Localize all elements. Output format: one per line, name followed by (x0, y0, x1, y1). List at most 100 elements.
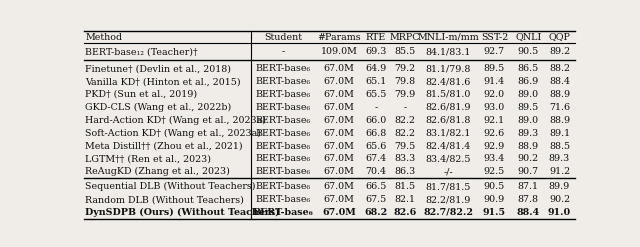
Text: LGTM†† (Ren et al., 2023): LGTM†† (Ren et al., 2023) (86, 154, 211, 164)
Text: 89.0: 89.0 (518, 90, 539, 99)
Text: MRPC: MRPC (390, 33, 420, 41)
Text: 82.1: 82.1 (394, 195, 415, 204)
Text: 82.6/81.8: 82.6/81.8 (426, 116, 471, 125)
Text: 67.0M: 67.0M (324, 142, 355, 150)
Text: Student: Student (264, 33, 302, 41)
Text: 66.8: 66.8 (365, 129, 387, 138)
Text: 86.5: 86.5 (518, 64, 539, 73)
Text: -/-: -/- (444, 167, 453, 176)
Text: -: - (374, 103, 378, 112)
Text: 66.0: 66.0 (365, 116, 387, 125)
Text: 89.3: 89.3 (549, 154, 570, 164)
Text: 82.7/82.2: 82.7/82.2 (423, 208, 474, 217)
Text: BERT-base₁₂ (Teacher)†: BERT-base₁₂ (Teacher)† (86, 47, 198, 56)
Text: ReAugKD (Zhang et al., 2023): ReAugKD (Zhang et al., 2023) (86, 167, 230, 176)
Text: BERT-base₆: BERT-base₆ (256, 129, 311, 138)
Text: 90.9: 90.9 (484, 195, 505, 204)
Text: 86.3: 86.3 (394, 167, 415, 176)
Text: 67.4: 67.4 (365, 154, 387, 164)
Text: 88.4: 88.4 (549, 77, 570, 86)
Text: 89.3: 89.3 (518, 129, 539, 138)
Text: 81.7/81.5: 81.7/81.5 (426, 182, 471, 191)
Text: 89.2: 89.2 (549, 47, 570, 56)
Text: 68.2: 68.2 (364, 208, 387, 217)
Text: 82.6/81.9: 82.6/81.9 (426, 103, 471, 112)
Text: 93.4: 93.4 (484, 154, 505, 164)
Text: QNLI: QNLI (515, 33, 541, 41)
Text: 67.0M: 67.0M (324, 167, 355, 176)
Text: Hard-Action KD† (Wang et al., 2023a): Hard-Action KD† (Wang et al., 2023a) (86, 116, 266, 125)
Text: BERT-base₆: BERT-base₆ (256, 142, 311, 150)
Text: MNLI-m/mm: MNLI-m/mm (417, 33, 479, 41)
Text: 79.5: 79.5 (394, 142, 415, 150)
Text: 67.0M: 67.0M (324, 195, 355, 204)
Text: 83.4/82.5: 83.4/82.5 (426, 154, 471, 164)
Text: 92.1: 92.1 (484, 116, 505, 125)
Text: 67.0M: 67.0M (324, 154, 355, 164)
Text: BERT-base₆: BERT-base₆ (256, 154, 311, 164)
Text: BERT-base₆: BERT-base₆ (256, 182, 311, 191)
Text: 88.4: 88.4 (516, 208, 540, 217)
Text: Meta Distill†† (Zhou et al., 2021): Meta Distill†† (Zhou et al., 2021) (86, 142, 243, 150)
Text: DynSDPB (Ours) (Without Teachers): DynSDPB (Ours) (Without Teachers) (86, 208, 280, 217)
Text: 93.0: 93.0 (484, 103, 505, 112)
Text: PKD† (Sun et al., 2019): PKD† (Sun et al., 2019) (86, 90, 198, 99)
Text: 90.2: 90.2 (549, 195, 570, 204)
Text: -: - (282, 47, 285, 56)
Text: BERT-base₆: BERT-base₆ (256, 116, 311, 125)
Text: 79.9: 79.9 (394, 90, 415, 99)
Text: 82.2: 82.2 (394, 129, 415, 138)
Text: 70.4: 70.4 (365, 167, 387, 176)
Text: 69.3: 69.3 (365, 47, 387, 56)
Text: 65.1: 65.1 (365, 77, 387, 86)
Text: 89.1: 89.1 (549, 129, 570, 138)
Text: 90.5: 90.5 (518, 47, 539, 56)
Text: 88.5: 88.5 (549, 142, 570, 150)
Text: BERT-base₆: BERT-base₆ (256, 77, 311, 86)
Text: 67.0M: 67.0M (324, 182, 355, 191)
Text: Sequential DLB (Without Teachers): Sequential DLB (Without Teachers) (86, 182, 256, 191)
Text: 92.0: 92.0 (484, 90, 505, 99)
Text: 91.5: 91.5 (483, 208, 506, 217)
Text: 87.1: 87.1 (518, 182, 539, 191)
Text: 88.9: 88.9 (549, 116, 570, 125)
Text: 81.1/79.8: 81.1/79.8 (426, 64, 471, 73)
Text: 92.7: 92.7 (484, 47, 505, 56)
Text: 67.0M: 67.0M (324, 64, 355, 73)
Text: 67.0M: 67.0M (324, 77, 355, 86)
Text: 88.9: 88.9 (518, 142, 539, 150)
Text: 83.3: 83.3 (394, 154, 415, 164)
Text: BERT-base₆: BERT-base₆ (256, 167, 311, 176)
Text: 89.0: 89.0 (518, 116, 539, 125)
Text: 82.2: 82.2 (394, 116, 415, 125)
Text: 89.9: 89.9 (549, 182, 570, 191)
Text: 79.8: 79.8 (394, 77, 415, 86)
Text: 92.9: 92.9 (484, 142, 505, 150)
Text: BERT-base₆: BERT-base₆ (256, 195, 311, 204)
Text: Vanilla KD† (Hinton et al., 2015): Vanilla KD† (Hinton et al., 2015) (86, 77, 241, 86)
Text: 84.1/83.1: 84.1/83.1 (426, 47, 471, 56)
Text: -: - (403, 103, 406, 112)
Text: 89.5: 89.5 (518, 103, 539, 112)
Text: GKD-CLS (Wang et al., 2022b): GKD-CLS (Wang et al., 2022b) (86, 103, 232, 112)
Text: 66.5: 66.5 (365, 182, 387, 191)
Text: 91.4: 91.4 (484, 77, 505, 86)
Text: 67.0M: 67.0M (324, 90, 355, 99)
Text: 82.6: 82.6 (394, 208, 417, 217)
Text: 89.5: 89.5 (484, 64, 505, 73)
Text: 67.0M: 67.0M (322, 208, 356, 217)
Text: 90.2: 90.2 (518, 154, 539, 164)
Text: 86.9: 86.9 (518, 77, 539, 86)
Text: 79.2: 79.2 (394, 64, 415, 73)
Text: 85.5: 85.5 (394, 47, 415, 56)
Text: 83.1/82.1: 83.1/82.1 (426, 129, 471, 138)
Text: Random DLB (Without Teachers): Random DLB (Without Teachers) (86, 195, 244, 204)
Text: 87.8: 87.8 (518, 195, 539, 204)
Text: Soft-Action KD† (Wang et al., 2023a): Soft-Action KD† (Wang et al., 2023a) (86, 128, 262, 138)
Text: SST-2: SST-2 (481, 33, 508, 41)
Text: 82.2/81.9: 82.2/81.9 (426, 195, 471, 204)
Text: 81.5/81.0: 81.5/81.0 (426, 90, 471, 99)
Text: 88.2: 88.2 (549, 64, 570, 73)
Text: RTE: RTE (365, 33, 386, 41)
Text: 67.5: 67.5 (365, 195, 387, 204)
